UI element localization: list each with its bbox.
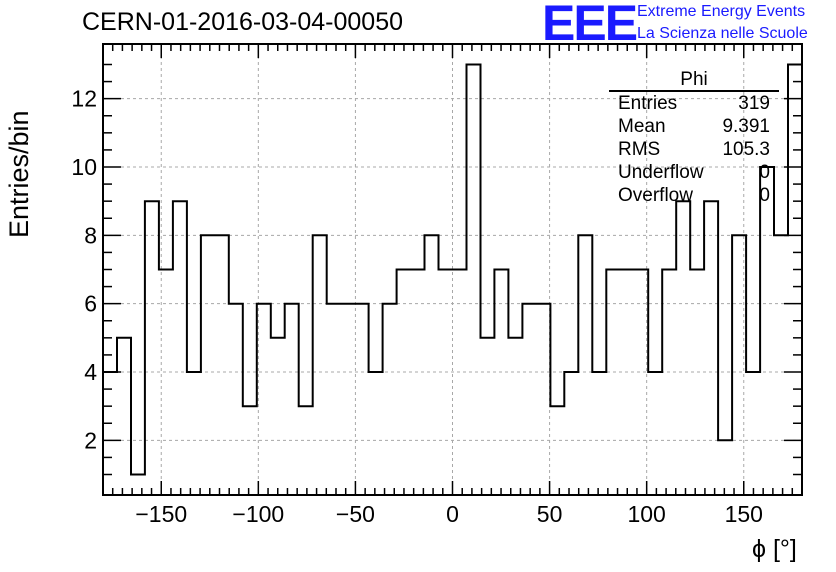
y-axis-label: Entries/bin [4, 110, 34, 238]
y-tick-label: 10 [71, 154, 97, 180]
x-tick-label: −50 [336, 501, 375, 527]
plot-frame [102, 43, 803, 496]
stats-title: Phi [609, 70, 779, 92]
stats-row-entries: Entries 319 [609, 92, 779, 115]
stats-label: Overflow [618, 185, 693, 206]
x-axis-label: ϕ [°] [752, 535, 797, 563]
eee-logo: EEE [542, 0, 638, 51]
stats-value: 0 [759, 162, 770, 183]
stats-label: Entries [618, 93, 678, 114]
x-tick-label: 0 [446, 501, 459, 527]
tick-labels: −150 −100 −50 0 50 100 150 2 4 6 8 10 12 [71, 86, 763, 527]
stats-row-overflow: Overflow 0 [609, 184, 779, 207]
x-tick-label: −150 [135, 501, 187, 527]
x-tick-label: −100 [232, 501, 284, 527]
x-tick-label: 50 [537, 501, 563, 527]
stats-label: Mean [618, 116, 666, 137]
x-tick-label: 150 [725, 501, 763, 527]
logo-caption-line2: La Scienza nelle Scuole [637, 25, 808, 42]
stats-label: RMS [618, 139, 661, 160]
stats-row-underflow: Underflow 0 [609, 161, 779, 184]
logo-caption-line1: Extreme Energy Events [637, 3, 806, 20]
y-tick-label: 2 [84, 427, 97, 453]
x-tick-label: 100 [627, 501, 665, 527]
stats-label: Underflow [618, 162, 704, 183]
y-tick-label: 12 [71, 86, 97, 112]
stats-value: 9.391 [722, 116, 770, 137]
y-tick-label: 6 [84, 291, 97, 317]
stats-row-rms: RMS 105.3 [609, 138, 779, 161]
stats-box: Phi Entries 319 Mean 9.391 RMS 105.3 Und… [609, 70, 779, 207]
y-tick-label: 8 [84, 222, 97, 248]
stats-value: 0 [759, 185, 770, 206]
stats-value: 319 [738, 93, 770, 114]
stats-row-mean: Mean 9.391 [609, 115, 779, 138]
run-title: CERN-01-2016-03-04-00050 [82, 8, 404, 36]
histogram-series [103, 63, 802, 476]
y-tick-label: 4 [84, 359, 97, 385]
stats-value: 105.3 [722, 139, 770, 160]
